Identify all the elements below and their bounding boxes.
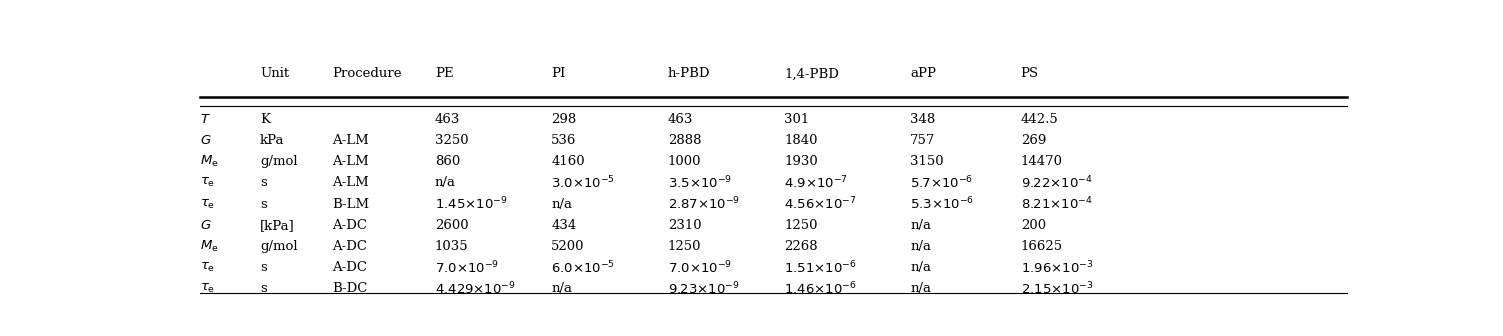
Text: $\tau_{\mathrm{e}}$: $\tau_{\mathrm{e}}$ [200, 176, 215, 190]
Text: A-LM: A-LM [332, 134, 370, 147]
Text: 2268: 2268 [785, 240, 818, 253]
Text: aPP: aPP [911, 68, 936, 80]
Text: $G$: $G$ [200, 219, 210, 232]
Text: $5.3{\times}10^{-6}$: $5.3{\times}10^{-6}$ [911, 196, 974, 212]
Text: 434: 434 [552, 219, 577, 232]
Text: s: s [260, 283, 268, 295]
Text: 2888: 2888 [667, 134, 702, 147]
Text: n/a: n/a [911, 261, 930, 274]
Text: $9.23{\times}10^{-9}$: $9.23{\times}10^{-9}$ [667, 281, 739, 297]
Text: n/a: n/a [911, 283, 930, 295]
Text: 463: 463 [667, 113, 693, 126]
Text: $8.21{\times}10^{-4}$: $8.21{\times}10^{-4}$ [1021, 196, 1093, 212]
Text: PE: PE [434, 68, 454, 80]
Text: A-LM: A-LM [332, 176, 370, 190]
Text: $1.51{\times}10^{-6}$: $1.51{\times}10^{-6}$ [785, 259, 857, 276]
Text: n/a: n/a [552, 283, 573, 295]
Text: 298: 298 [552, 113, 577, 126]
Text: h-PBD: h-PBD [667, 68, 711, 80]
Text: $2.87{\times}10^{-9}$: $2.87{\times}10^{-9}$ [667, 196, 739, 212]
Text: 16625: 16625 [1021, 240, 1063, 253]
Text: 1,4-PBD: 1,4-PBD [785, 68, 839, 80]
Text: 1250: 1250 [785, 219, 818, 232]
Text: n/a: n/a [552, 198, 573, 211]
Text: K: K [260, 113, 271, 126]
Text: s: s [260, 176, 268, 190]
Text: 200: 200 [1021, 219, 1046, 232]
Text: $5.7{\times}10^{-6}$: $5.7{\times}10^{-6}$ [911, 175, 974, 191]
Text: $T$: $T$ [200, 113, 210, 126]
Text: 1035: 1035 [434, 240, 469, 253]
Text: g/mol: g/mol [260, 155, 298, 168]
Text: 536: 536 [552, 134, 577, 147]
Text: $\tau_{\mathrm{e}}$: $\tau_{\mathrm{e}}$ [200, 198, 215, 211]
Text: Procedure: Procedure [332, 68, 401, 80]
Text: Unit: Unit [260, 68, 289, 80]
Text: 1000: 1000 [667, 155, 702, 168]
Text: $G$: $G$ [200, 134, 210, 147]
Text: n/a: n/a [911, 240, 930, 253]
Text: 860: 860 [434, 155, 460, 168]
Text: 2600: 2600 [434, 219, 469, 232]
Text: A-LM: A-LM [332, 155, 370, 168]
Text: 442.5: 442.5 [1021, 113, 1058, 126]
Text: $7.0{\times}10^{-9}$: $7.0{\times}10^{-9}$ [434, 259, 499, 276]
Text: $M_{\mathrm{e}}$: $M_{\mathrm{e}}$ [200, 239, 218, 254]
Text: $9.22{\times}10^{-4}$: $9.22{\times}10^{-4}$ [1021, 175, 1093, 191]
Text: $4.429{\times}10^{-9}$: $4.429{\times}10^{-9}$ [434, 281, 516, 297]
Text: $4.56{\times}10^{-7}$: $4.56{\times}10^{-7}$ [785, 196, 857, 212]
Text: A-DC: A-DC [332, 219, 367, 232]
Text: $1.96{\times}10^{-3}$: $1.96{\times}10^{-3}$ [1021, 259, 1093, 276]
Text: 3250: 3250 [434, 134, 469, 147]
Text: s: s [260, 198, 268, 211]
Text: g/mol: g/mol [260, 240, 298, 253]
Text: 348: 348 [911, 113, 935, 126]
Text: 1250: 1250 [667, 240, 702, 253]
Text: $3.0{\times}10^{-5}$: $3.0{\times}10^{-5}$ [552, 175, 615, 191]
Text: 301: 301 [785, 113, 810, 126]
Text: 463: 463 [434, 113, 460, 126]
Text: [kPa]: [kPa] [260, 219, 295, 232]
Text: B-LM: B-LM [332, 198, 370, 211]
Text: s: s [260, 261, 268, 274]
Text: B-DC: B-DC [332, 283, 368, 295]
Text: kPa: kPa [260, 134, 284, 147]
Text: $1.46{\times}10^{-6}$: $1.46{\times}10^{-6}$ [785, 281, 857, 297]
Text: 2310: 2310 [667, 219, 702, 232]
Text: n/a: n/a [434, 176, 455, 190]
Text: $7.0{\times}10^{-9}$: $7.0{\times}10^{-9}$ [667, 259, 732, 276]
Text: $3.5{\times}10^{-9}$: $3.5{\times}10^{-9}$ [667, 175, 732, 191]
Text: A-DC: A-DC [332, 261, 367, 274]
Text: $M_{\mathrm{e}}$: $M_{\mathrm{e}}$ [200, 154, 218, 169]
Text: n/a: n/a [911, 219, 930, 232]
Text: $1.45{\times}10^{-9}$: $1.45{\times}10^{-9}$ [434, 196, 508, 212]
Text: PS: PS [1021, 68, 1039, 80]
Text: 3150: 3150 [911, 155, 944, 168]
Text: $6.0{\times}10^{-5}$: $6.0{\times}10^{-5}$ [552, 259, 615, 276]
Text: $4.9{\times}10^{-7}$: $4.9{\times}10^{-7}$ [785, 175, 848, 191]
Text: 14470: 14470 [1021, 155, 1063, 168]
Text: $\tau_{\mathrm{e}}$: $\tau_{\mathrm{e}}$ [200, 282, 215, 295]
Text: 269: 269 [1021, 134, 1046, 147]
Text: PI: PI [552, 68, 565, 80]
Text: A-DC: A-DC [332, 240, 367, 253]
Text: 1930: 1930 [785, 155, 818, 168]
Text: 1840: 1840 [785, 134, 818, 147]
Text: 4160: 4160 [552, 155, 585, 168]
Text: $\tau_{\mathrm{e}}$: $\tau_{\mathrm{e}}$ [200, 261, 215, 274]
Text: 5200: 5200 [552, 240, 585, 253]
Text: 757: 757 [911, 134, 935, 147]
Text: $2.15{\times}10^{-3}$: $2.15{\times}10^{-3}$ [1021, 281, 1093, 297]
